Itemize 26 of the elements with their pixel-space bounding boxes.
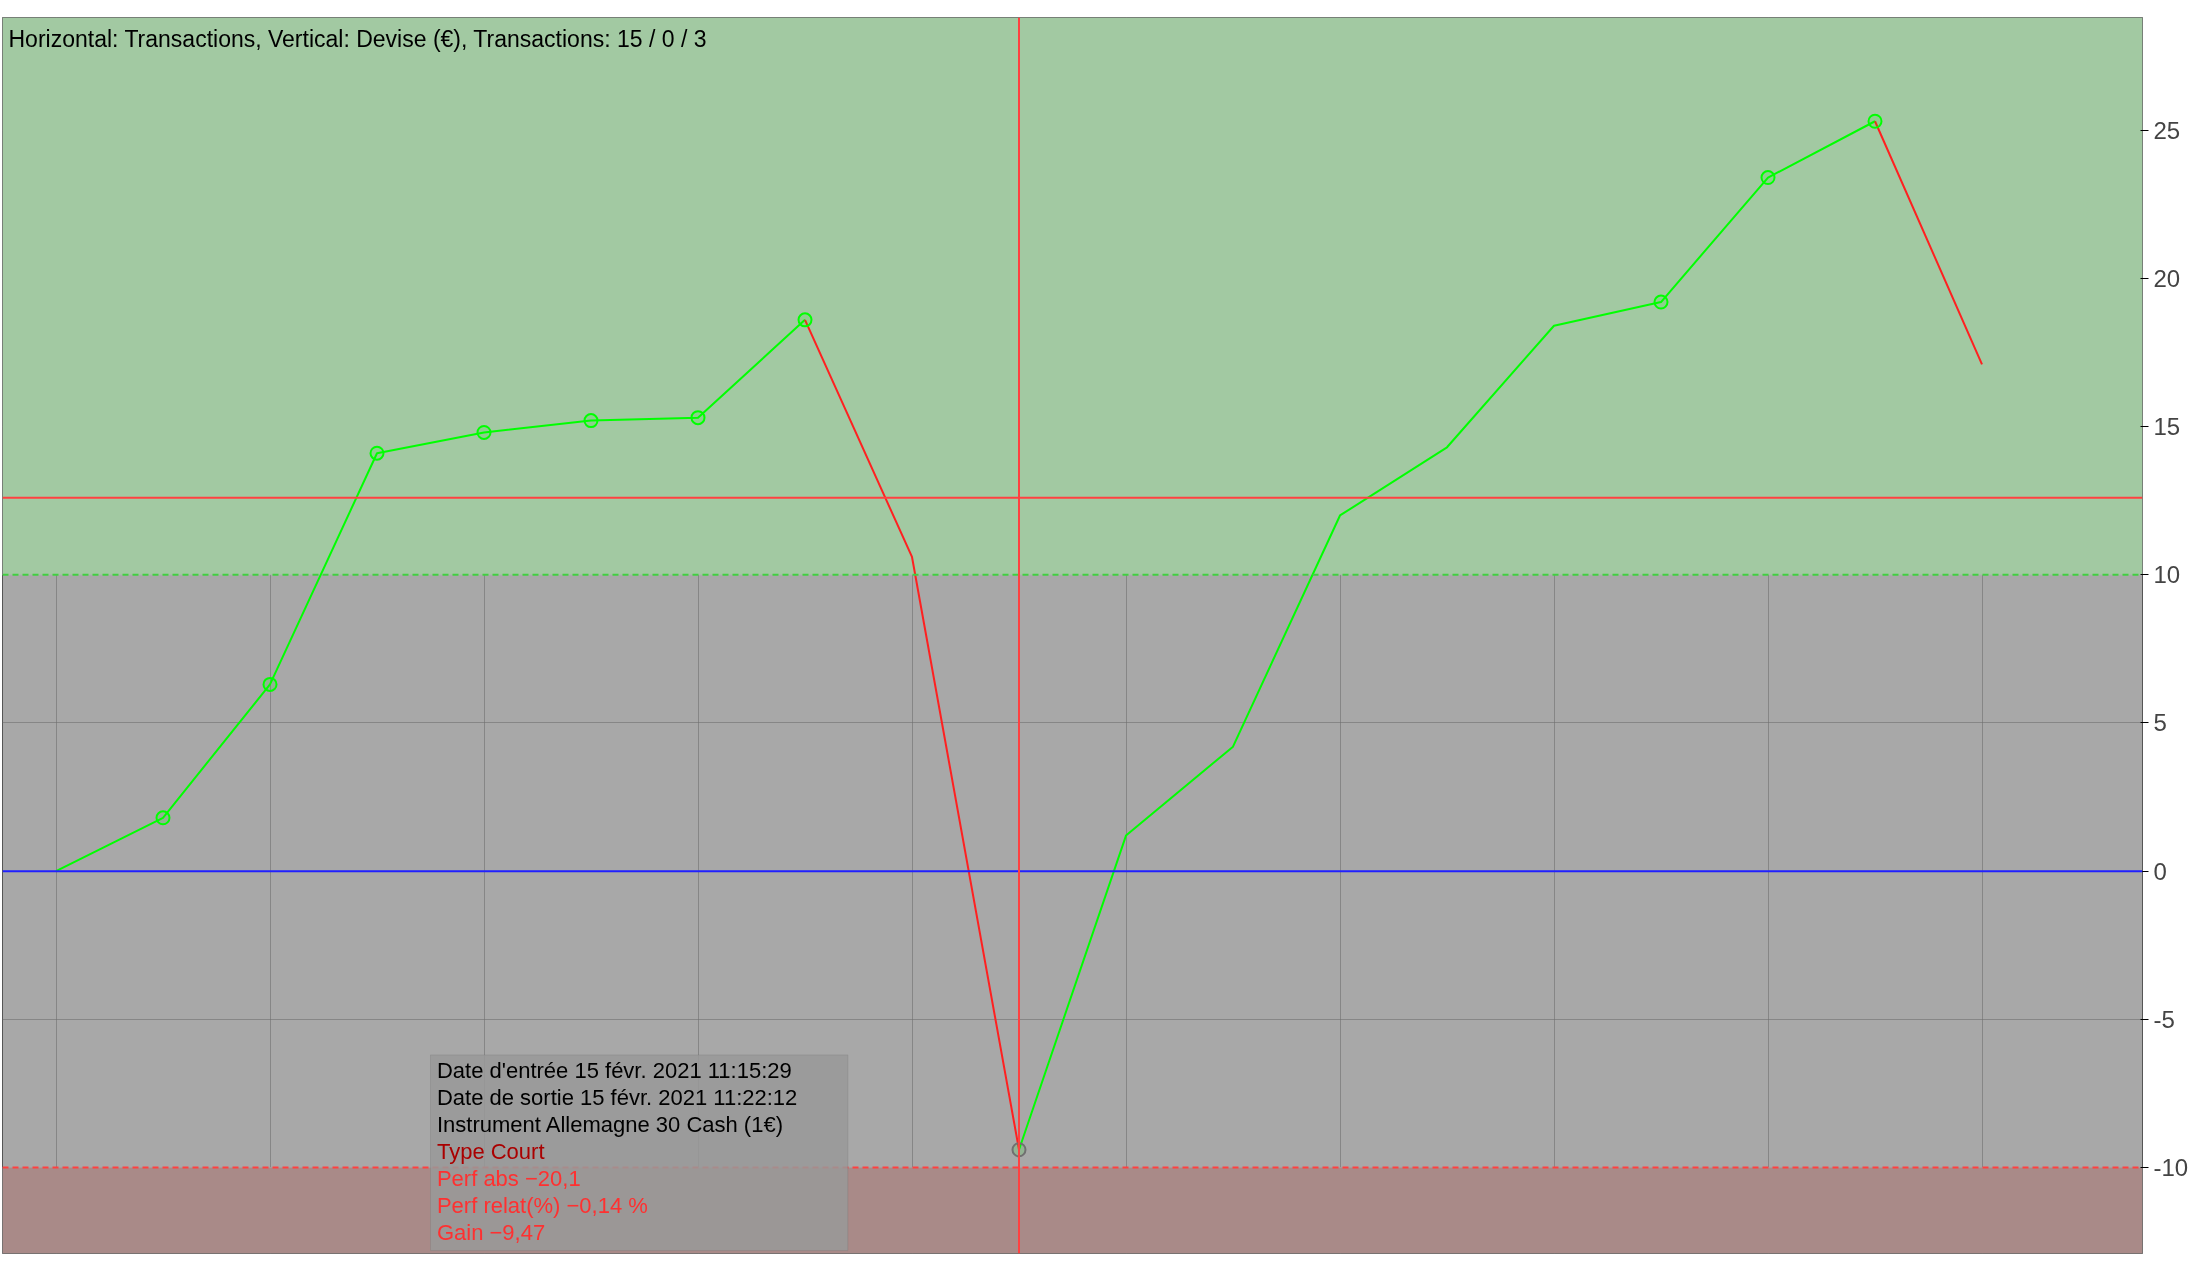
chart-title: Horizontal: Transactions, Vertical: Devise (€), Transactions: 15 / 0 / 3 — [8, 25, 707, 52]
point — [1760, 170, 1776, 186]
y-tick-label: -10 — [2153, 1154, 2189, 1182]
point — [369, 445, 385, 461]
y-tick-label: 10 — [2153, 561, 2181, 589]
y-tick-label: 0 — [2153, 857, 2167, 885]
annotation: Perf abs −20,1 — [436, 1165, 581, 1191]
point — [583, 413, 599, 429]
y-tick-label: 15 — [2153, 413, 2181, 441]
annotation: Gain −9,47 — [436, 1219, 546, 1245]
y-tick-label: 20 — [2153, 264, 2181, 292]
annotation: Perf relat(%) −0,14 % — [436, 1192, 648, 1218]
point — [262, 676, 278, 692]
point — [690, 410, 706, 426]
point — [476, 424, 492, 440]
point — [1653, 294, 1669, 310]
point — [155, 810, 171, 826]
annotation: Type Court — [436, 1138, 545, 1164]
y-tick-label: 5 — [2153, 709, 2167, 737]
annotation: Date de sortie 15 févr. 2021 11:22:12 — [436, 1084, 798, 1110]
annotation: Date d'entrée 15 févr. 2021 11:15:29 — [436, 1057, 792, 1083]
y-tick-label: 25 — [2153, 116, 2181, 144]
point — [1867, 113, 1883, 129]
y-tick-label: -5 — [2153, 1005, 2175, 1033]
annotation: Instrument Allemagne 30 Cash (1€) — [436, 1111, 783, 1137]
point — [797, 312, 813, 328]
